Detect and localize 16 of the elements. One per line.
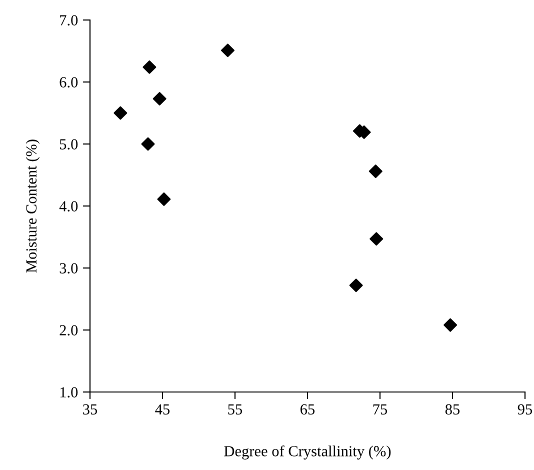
y-tick-label: 4.0 — [59, 201, 78, 212]
y-tick-label: 6.0 — [60, 77, 78, 88]
x-tick-label: 95 — [518, 404, 532, 415]
x-tick-label: 75 — [373, 404, 388, 415]
x-tick-label: 35 — [83, 404, 98, 415]
y-tick-label: 1.0 — [60, 387, 78, 398]
x-tick-label: 85 — [445, 404, 460, 415]
x-tick-label: 45 — [155, 404, 170, 415]
x-axis-title: Degree of Crystallinity (%) — [224, 445, 391, 460]
x-tick-label: 55 — [228, 404, 242, 415]
x-tick-label: 65 — [300, 404, 315, 415]
y-tick-label: 5.0 — [60, 139, 78, 150]
y-tick-label: 3.0 — [60, 263, 78, 274]
y-tick-label: 7.0 — [60, 15, 78, 26]
y-axis-title: Moisture Content (%) — [26, 140, 40, 273]
y-tick-label: 2.0 — [60, 325, 78, 336]
